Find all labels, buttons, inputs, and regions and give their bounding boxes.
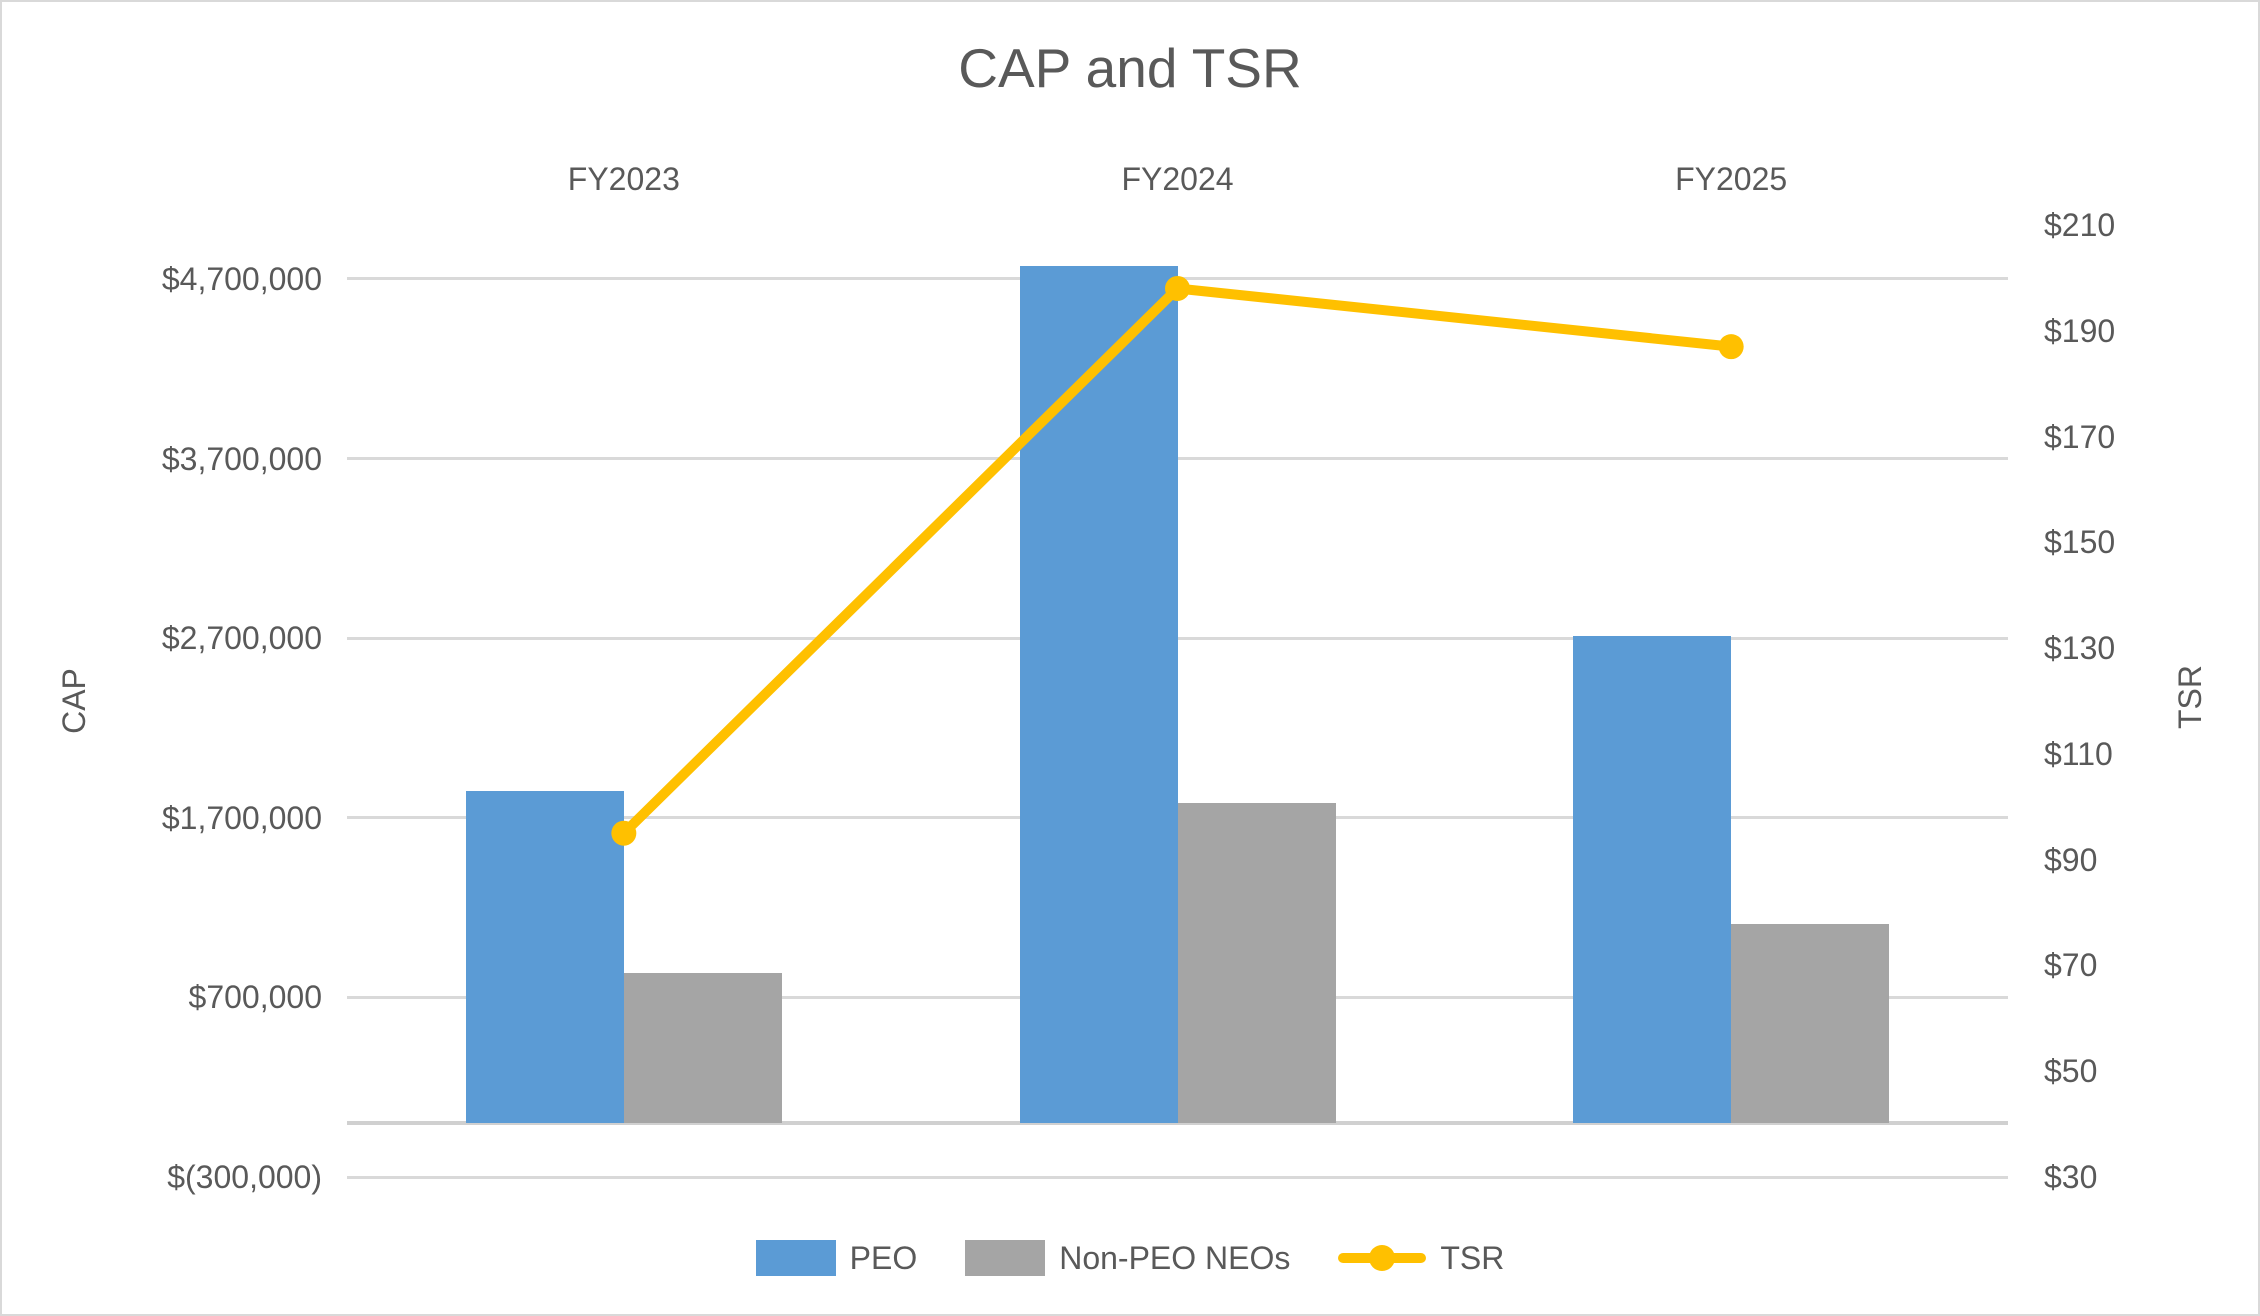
primary-axis-title: CAP <box>56 668 92 734</box>
category-label-fy2025: FY2025 <box>1675 161 1788 197</box>
legend-item-tsr: TSR <box>1338 1240 1504 1276</box>
secondary-tick-label: $130 <box>2044 630 2116 667</box>
tsr-marker-fy2025 <box>1718 334 1744 360</box>
secondary-tick-label: $90 <box>2044 841 2098 878</box>
tsr-marker-fy2023 <box>611 820 637 846</box>
primary-tick-label: $700,000 <box>188 979 322 1016</box>
bar-non-peo-neos-fy2024 <box>1177 803 1336 1124</box>
legend-label-non-peo-neos: Non-PEO NEOs <box>1059 1240 1291 1276</box>
category-label-fy2023: FY2023 <box>567 161 680 197</box>
gridline <box>347 636 2008 640</box>
category-label-fy2024: FY2024 <box>1121 161 1234 197</box>
plot-area <box>347 225 2008 1179</box>
tsr-line <box>620 283 1732 837</box>
legend-label-tsr: TSR <box>1440 1240 1505 1276</box>
category-axis-line <box>347 1121 2008 1126</box>
secondary-tick-label: $110 <box>2044 735 2113 772</box>
gridline <box>347 1175 2008 1179</box>
bar-non-peo-neos-fy2023 <box>623 973 782 1124</box>
gridline <box>347 457 2008 460</box>
peo-swatch-icon <box>755 1240 836 1276</box>
primary-tick-label: $2,700,000 <box>161 620 322 657</box>
secondary-tick-label: $50 <box>2044 1053 2098 1090</box>
primary-tick-label: $1,700,000 <box>161 799 322 836</box>
bar-peo-fy2025 <box>1573 636 1732 1124</box>
primary-tick-label: $4,700,000 <box>161 260 322 297</box>
legend-item-peo: PEO <box>755 1240 918 1276</box>
secondary-tick-label: $30 <box>2044 1159 2098 1195</box>
secondary-axis-title: TSR <box>2172 665 2208 729</box>
non-peo-neos-swatch-icon <box>965 1240 1046 1276</box>
secondary-tick-label: $70 <box>2044 947 2098 984</box>
secondary-tick-label: $150 <box>2044 524 2116 561</box>
legend: PEO Non-PEO NEOs TSR <box>2 1230 2258 1286</box>
secondary-tick-label: $210 <box>2044 207 2116 243</box>
tsr-line-series <box>611 275 1744 846</box>
legend-item-non-peo-neos: Non-PEO NEOs <box>965 1240 1290 1276</box>
primary-tick-label: $(300,000) <box>167 1159 322 1195</box>
bar-peo-fy2023 <box>465 790 624 1124</box>
secondary-tick-label: $190 <box>2044 312 2116 349</box>
legend-label-peo: PEO <box>849 1240 918 1276</box>
primary-tick-label: $3,700,000 <box>161 440 322 477</box>
bar-peo-fy2024 <box>1019 266 1178 1124</box>
bar-non-peo-neos-fy2025 <box>1731 923 1890 1124</box>
chart-title: CAP and TSR <box>958 37 1302 99</box>
secondary-tick-label: $170 <box>2044 418 2116 455</box>
tsr-line-marker-icon <box>1338 1240 1427 1276</box>
tsr-marker-fy2024 <box>1165 275 1190 301</box>
